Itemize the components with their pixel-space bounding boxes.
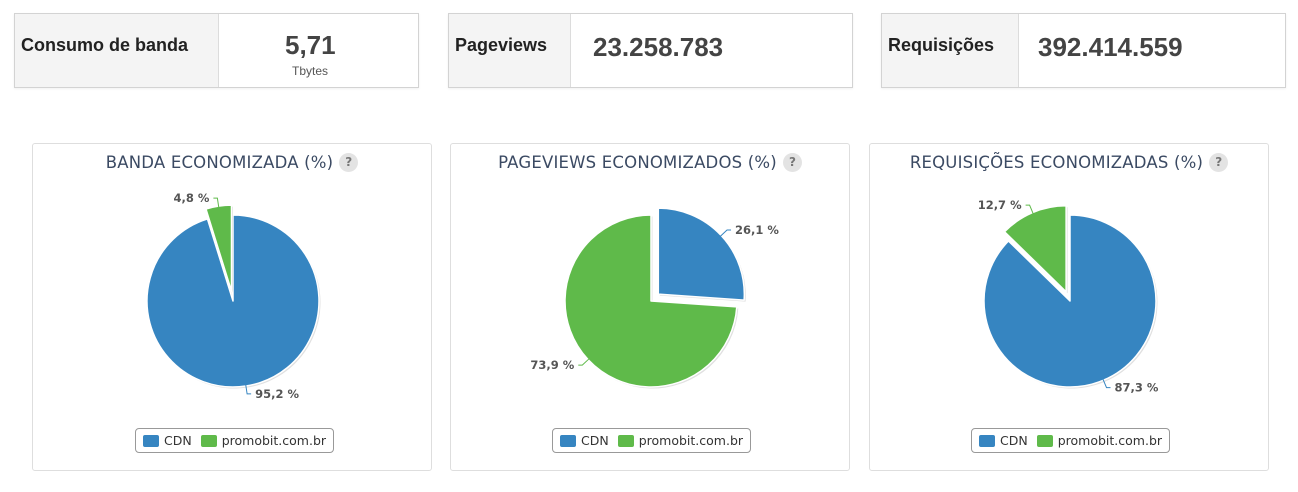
pie-slice-cdn[interactable] [983,214,1157,388]
help-icon[interactable]: ? [1209,153,1229,172]
stat-label: Pageviews [455,35,548,55]
chart-panel-requests: 87,3 % 12,7 % REQUISIÇÕES ECONOMIZADAS (%… [869,143,1269,471]
stat-value: 5,71 [285,30,336,60]
help-icon[interactable]: ? [782,153,802,172]
legend-item-cdn[interactable]: CDN [979,433,1028,448]
chart-legend: CDN promobit.com.br [135,428,335,453]
data-label: 95,2 % [255,387,299,401]
stat-unit: Tbytes [292,64,329,78]
legend-label: promobit.com.br [221,433,327,448]
data-label: 87,3 % [1115,381,1159,395]
pie-chart: 95,2 % 4,8 % [146,191,321,401]
pie-slice-cdn[interactable] [657,207,746,301]
legend-item-origin[interactable]: promobit.com.br [1036,433,1163,448]
stat-value: 23.258.783 [593,32,724,62]
pie-chart: 87,3 % 12,7 % [978,198,1159,395]
legend-item-cdn[interactable]: CDN [560,433,609,448]
legend-label: CDN [164,433,192,448]
legend-swatch [979,434,995,447]
chart-title: BANDA ECONOMIZADA (%)? [33,153,431,172]
legend-item-origin[interactable]: promobit.com.br [200,433,327,448]
pie-chart: 26,1 % 73,9 % [530,207,779,389]
data-label: 12,7 % [978,198,1022,212]
legend-item-origin[interactable]: promobit.com.br [617,433,744,448]
stat-card-bandwidth: Consumo de banda 5,71 Tbytes [14,13,419,88]
pie-slice-cdn[interactable] [146,214,320,388]
chart-panel-bandwidth: 95,2 % 4,8 % BANDA ECONOMIZADA (%)? CDN p… [32,143,432,471]
stat-label: Consumo de banda [21,35,189,55]
help-icon[interactable]: ? [339,153,359,172]
data-label-connector [578,357,590,366]
data-label-connector [1025,204,1034,215]
stat-card-requests: Requisições 392.414.559 [881,13,1286,88]
legend-swatch [1036,434,1053,447]
stat-value: 392.414.559 [1038,32,1183,62]
legend-swatch [617,434,634,447]
chart-legend: CDN promobit.com.br [552,428,752,453]
stat-card-pageviews: Pageviews 23.258.783 [448,13,853,88]
chart-legend: CDN promobit.com.br [971,428,1171,453]
chart-title-text: BANDA ECONOMIZADA (%) [105,153,334,172]
stat-label: Requisições [888,35,995,55]
chart-title: PAGEVIEWS ECONOMIZADOS (%)? [451,153,849,172]
chart-title-text: REQUISIÇÕES ECONOMIZADAS (%) [909,153,1204,172]
legend-swatch [560,434,576,447]
legend-label: CDN [1000,433,1028,448]
chart-panel-pageviews: 26,1 % 73,9 % PAGEVIEWS ECONOMIZADOS (%)?… [450,143,850,471]
legend-swatch [200,434,217,447]
stat-label-cell: Pageviews [449,14,571,87]
data-label-connector [213,197,220,209]
chart-title-text: PAGEVIEWS ECONOMIZADOS (%) [498,153,777,172]
chart-title: REQUISIÇÕES ECONOMIZADAS (%)? [870,153,1268,172]
data-label-connector [719,229,732,238]
legend-label: promobit.com.br [638,433,744,448]
legend-label: promobit.com.br [1057,433,1163,448]
data-label-connector [245,383,252,395]
stat-label-cell: Requisições [882,14,1019,87]
stat-label-cell: Consumo de banda [15,14,219,87]
data-label: 4,8 % [173,191,209,205]
legend-label: CDN [581,433,609,448]
stats-row: Consumo de banda 5,71 Tbytes Pageviews 2… [0,0,1298,100]
data-label: 73,9 % [530,358,574,372]
data-label-connector [1102,378,1111,389]
data-label: 26,1 % [735,223,779,237]
legend-item-cdn[interactable]: CDN [143,433,192,448]
legend-swatch [143,434,159,447]
